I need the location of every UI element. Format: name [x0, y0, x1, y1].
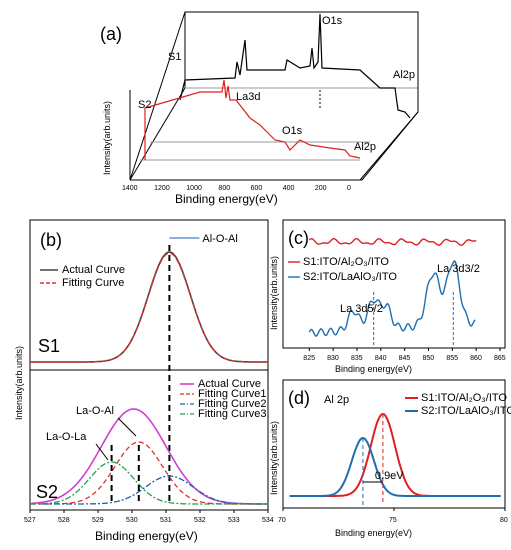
panel-b-s1-legend-actual: Actual Curve: [62, 264, 125, 276]
panel-c-x-tick: 845: [399, 355, 411, 362]
panel-b-letter: (b): [40, 230, 62, 250]
panel-b-x-tick: 532: [194, 517, 206, 524]
panel-c-xlabel: Binding energy(eV): [335, 364, 412, 374]
panel-b-x-tick: 533: [228, 517, 240, 524]
panel-c-label-la3d32: La 3d3/2: [437, 263, 480, 275]
panel-c-x-tick: 865: [494, 355, 506, 362]
panel-c: (c) S1:ITO/Al₂O₃/ITO S2:ITO/LaAlO₃/ITO La …: [269, 219, 506, 374]
panel-a-x-tick: 1200: [154, 185, 170, 192]
panel-a-frame: [129, 11, 419, 181]
panel-c-letter: (c): [288, 228, 309, 248]
panel-b-x-tick: 527: [24, 517, 36, 524]
panel-c-legend-s2: S2:ITO/LaAlO₃/ITO: [303, 271, 397, 283]
panel-a-label-al2p-s1: Al2p: [393, 69, 415, 81]
panel-c-frame: [282, 219, 506, 349]
panel-b-s2-fitting-curve2: [30, 475, 268, 505]
panel-a-label-o1s-s1: O1s: [322, 15, 343, 27]
panel-b-x-tick: 528: [58, 517, 70, 524]
panel-a-ylabel: Intensity(arb.units): [102, 101, 112, 175]
panel-c-x-tick: 835: [351, 355, 363, 362]
panel-a-x-tick: 400: [283, 185, 295, 192]
panel-d-x-ticks: 70 75 80: [278, 508, 508, 524]
panel-b-x-tick: 530: [126, 517, 138, 524]
panel-d-ylabel: Intensity(arb.units): [269, 421, 279, 495]
panel-d-title: Al 2p: [324, 394, 349, 406]
panel-a-series-s1: [179, 13, 411, 119]
panel-b-s2-legend-entry: Actual Curve: [198, 378, 261, 390]
panel-b-s2-fitting-curve3: [29, 461, 268, 505]
panel-b-xlabel: Binding energy(eV): [95, 529, 198, 543]
panel-b-s2-legend-entry: Fitting Curve2: [198, 398, 266, 410]
panel-a-x-tick: 600: [251, 185, 263, 192]
panel-b-x-ticks: 527 528 529 530 531 532 533 534: [24, 510, 274, 524]
panel-d-legend-s2: S2:ITO/LaAlO₃/ITO: [421, 405, 511, 417]
panel-a-x-tick: 800: [218, 185, 230, 192]
panel-a-x-tick: 200: [315, 185, 327, 192]
panel-b-ylabel: Intensity(arb.units): [14, 346, 24, 420]
panel-b-x-tick: 529: [92, 517, 104, 524]
panel-a-x-ticks: 1400 1200 1000 800 600 400 200 0: [122, 185, 351, 192]
panel-c-series-s1: [308, 237, 477, 246]
panel-c-label-la3d52: La 3d5/2: [340, 303, 383, 315]
panel-a-x-tick: 1000: [186, 185, 202, 192]
panel-a-series-s2: [144, 79, 361, 160]
panel-a-x-tick: 1400: [122, 185, 138, 192]
panel-d-x-tick: 75: [389, 517, 397, 524]
panel-b-label-la-o-la: La-O-La: [46, 431, 87, 443]
panel-b-label-al-o-al: Al-O-Al: [202, 233, 237, 245]
panel-d-xlabel: Binding energy(eV): [335, 528, 412, 538]
panel-b-frame: [29, 219, 269, 511]
panel-b-s2-legend-entry: Fitting Curve3: [198, 408, 266, 420]
panel-d-x-tick: 70: [278, 517, 286, 524]
panel-b-la-o-la-pointer: [95, 443, 109, 461]
panel-a-label-o1s-s2: O1s: [282, 125, 303, 137]
panel-c-x-tick: 830: [327, 355, 339, 362]
panel-c-x-ticks: 825 830 835 840 845 850 855 860 865: [303, 348, 506, 362]
panel-b-s1-label: S1: [38, 336, 60, 356]
panel-a-letter: (a): [100, 24, 122, 44]
panel-a-label-al2p-s2: Al2p: [354, 141, 376, 153]
panel-c-x-tick: 840: [375, 355, 387, 362]
panel-a-xlabel: Binding energy(eV): [175, 192, 278, 206]
panel-d-shift-label: 0.9eV: [375, 470, 404, 482]
panel-c-ylabel: Intensity(arb.units): [269, 256, 279, 330]
panel-c-legend-s1: S1:ITO/Al₂O₃/ITO: [303, 256, 389, 268]
panel-c-x-tick: 855: [446, 355, 458, 362]
panel-b-la-o-al-pointer: [117, 417, 137, 437]
panel-b-s1-fitting-curve: [30, 252, 268, 363]
panel-b-s1-legend-fit: Fitting Curve: [62, 277, 124, 289]
panel-d-legend-s1: S1:ITO/Al₂O₃/ITO: [421, 392, 507, 404]
panel-c-plot: S1:ITO/Al₂O₃/ITO S2:ITO/LaAlO₃/ITO La 3d5/…: [288, 237, 480, 345]
panel-d-letter: (d): [288, 388, 310, 408]
panel-a: (a) S1 S2 O1s Al2p La3d O1s Al2p 1400 120…: [100, 11, 419, 206]
panel-c-x-tick: 850: [422, 355, 434, 362]
panel-c-x-tick: 860: [470, 355, 482, 362]
panel-d-series-s2: [289, 436, 501, 497]
panel-a-x-tick: 0: [347, 185, 351, 192]
panel-b-s2-legend-entry: Fitting Curve1: [198, 388, 266, 400]
panel-d-series-s1: [289, 412, 501, 497]
panel-d: (d) Al 2p 0.9eV S1:ITO/Al₂O₃/ITOS2:ITO/La…: [269, 379, 511, 538]
panel-a-label-s2: S2: [138, 99, 151, 111]
panel-b-x-tick: 534: [262, 517, 274, 524]
panel-c-x-tick: 825: [303, 355, 315, 362]
panel-b-s2-label: S2: [36, 482, 58, 502]
panel-d-x-tick: 80: [500, 517, 508, 524]
panel-b-s2-actual-curve: [29, 408, 268, 505]
panel-b-x-tick: 531: [160, 517, 172, 524]
panel-a-label-s1: S1: [168, 51, 181, 63]
panel-a-label-la3d: La3d: [236, 91, 260, 103]
panel-c-series-s2: [308, 260, 476, 337]
panel-b-label-la-o-al: La-O-Al: [76, 405, 114, 417]
